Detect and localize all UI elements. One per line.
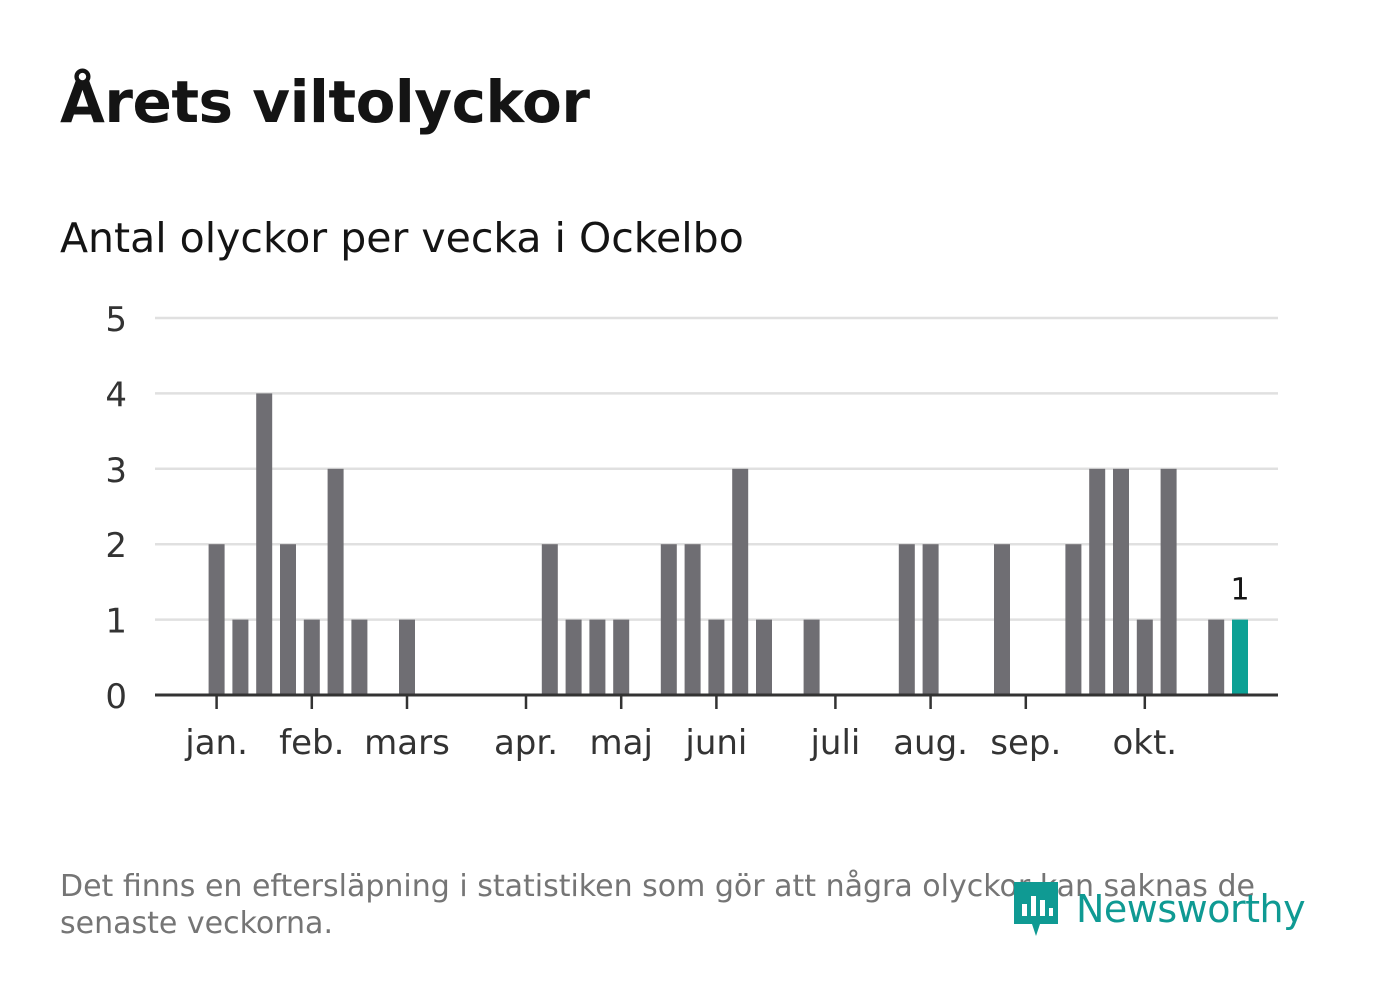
bar-week-24 [708,619,725,695]
bar-week-5 [256,393,273,695]
bar-week-41 [1113,468,1129,695]
bar-week-40 [1089,468,1106,695]
bar-week-11 [399,619,415,695]
bar-week-4 [232,619,249,695]
bar-week-42 [1136,619,1153,695]
y-tick-label: 2 [105,526,127,566]
newsworthy-logo-text: Newsworthy [1076,887,1306,931]
bar-week-3 [208,544,225,695]
x-tick-label: feb. [279,723,344,763]
bar-week-7 [303,619,320,695]
newsworthy-logo-icon [1014,882,1058,936]
grid-lines [155,316,1278,621]
bar-week-18 [565,619,582,695]
bar-week-19 [589,619,606,695]
x-axis-ticks: jan. feb. mars apr. maj juni juli aug. sep. okt. [184,695,1177,763]
bar-week-45 [1208,619,1225,695]
bar-week-28 [803,619,820,695]
y-tick-label: 0 [105,677,127,717]
x-tick-label: jan. [184,723,248,763]
y-tick-label: 5 [105,300,127,340]
bar-week-20 [613,619,630,695]
highlight-value-label: 1 [1230,573,1249,608]
x-tick-label: aug. [893,723,968,763]
newsworthy-logo: Newsworthy [1010,876,1306,942]
x-tick-label: maj [589,723,652,763]
x-tick-label: apr. [494,723,558,763]
x-tick-label: juni [684,723,747,763]
chart-title: Årets viltolyckor [60,68,590,136]
bar-week-25 [732,468,749,695]
y-axis-ticks: 0 1 2 3 4 5 [105,300,127,717]
x-tick-label: okt. [1112,723,1177,763]
chart-subtitle: Antal olyckor per vecka i Ockelbo [60,214,744,262]
y-tick-label: 4 [105,375,127,415]
x-tick-label: juli [809,723,860,763]
bar-week-22 [660,544,677,695]
bar-week-23 [684,544,701,695]
bar-week-32 [898,544,915,695]
bar-chart: 0 1 2 3 4 5 1 jan. feb. mars apr. maj juni juli aug.… [105,300,1278,763]
bar-week-46-highlight [1232,619,1248,695]
bar-week-39 [1065,544,1082,695]
bars: 1 [208,393,1250,695]
x-tick-label: sep. [990,723,1061,763]
y-tick-label: 3 [105,451,127,491]
bar-week-6 [280,544,296,695]
x-tick-label: mars [364,723,450,763]
bar-week-17 [541,544,558,695]
bar-week-33 [922,544,939,695]
bar-week-36 [994,544,1010,695]
bar-week-8 [327,468,344,695]
y-tick-label: 1 [105,602,127,642]
bar-week-9 [351,619,368,695]
bar-week-43 [1160,468,1177,695]
bar-week-26 [756,619,772,695]
